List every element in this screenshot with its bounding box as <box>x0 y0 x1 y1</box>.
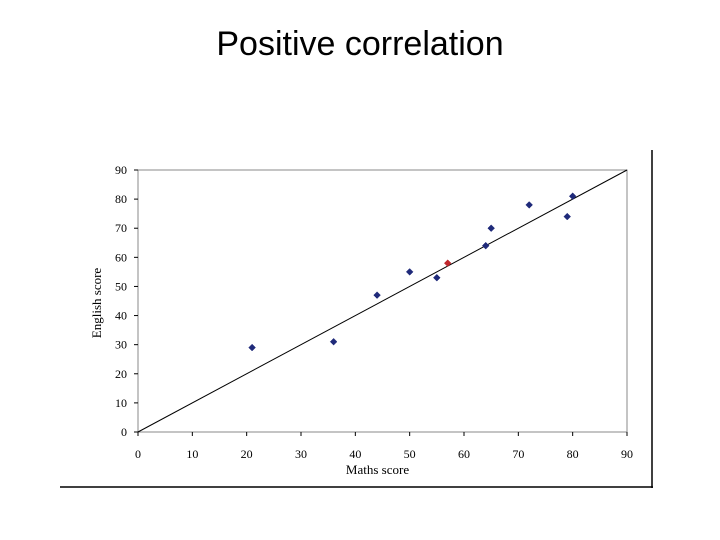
x-tick-label: 10 <box>186 447 198 461</box>
x-axis-title: Maths score <box>346 462 409 477</box>
y-tick-label: 40 <box>115 309 127 323</box>
x-tick-label: 90 <box>621 447 633 461</box>
x-tick-label: 40 <box>349 447 361 461</box>
x-tick-label: 0 <box>135 447 141 461</box>
data-point <box>487 224 495 232</box>
y-tick-label: 70 <box>115 221 127 235</box>
x-tick-label: 60 <box>458 447 470 461</box>
y-tick-label: 50 <box>115 279 127 293</box>
x-tick-label: 50 <box>404 447 416 461</box>
data-point <box>329 338 338 346</box>
data-point <box>373 291 381 299</box>
x-tick-label: 80 <box>567 447 579 461</box>
y-tick-label: 20 <box>115 367 127 381</box>
y-tick-label: 10 <box>115 396 127 410</box>
x-tick-label: 20 <box>241 447 253 461</box>
y-axis-title: English score <box>89 268 104 339</box>
y-tick-label: 60 <box>115 250 127 264</box>
chart-frame <box>60 150 653 488</box>
y-tick-label: 0 <box>121 425 127 439</box>
x-tick-label: 30 <box>295 447 307 461</box>
slide-title: Positive correlation <box>216 25 504 63</box>
data-points <box>248 192 577 352</box>
y-tick-label: 80 <box>115 192 127 206</box>
data-point <box>525 201 533 209</box>
data-point <box>568 192 577 200</box>
data-point <box>248 343 256 352</box>
data-point <box>405 268 414 276</box>
trend-line <box>137 169 628 433</box>
data-point <box>443 259 452 267</box>
axis-ticks: 0 10 20 30 40 50 60 70 80 90 0 10 20 30 40 50 60 70 80 90 <box>115 163 633 461</box>
data-point <box>481 241 490 250</box>
y-tick-label: 90 <box>115 163 127 177</box>
y-tick-label: 30 <box>115 338 127 352</box>
x-tick-label: 70 <box>512 447 524 461</box>
plot-area <box>137 169 628 433</box>
data-point <box>433 273 441 282</box>
data-point <box>563 212 571 221</box>
